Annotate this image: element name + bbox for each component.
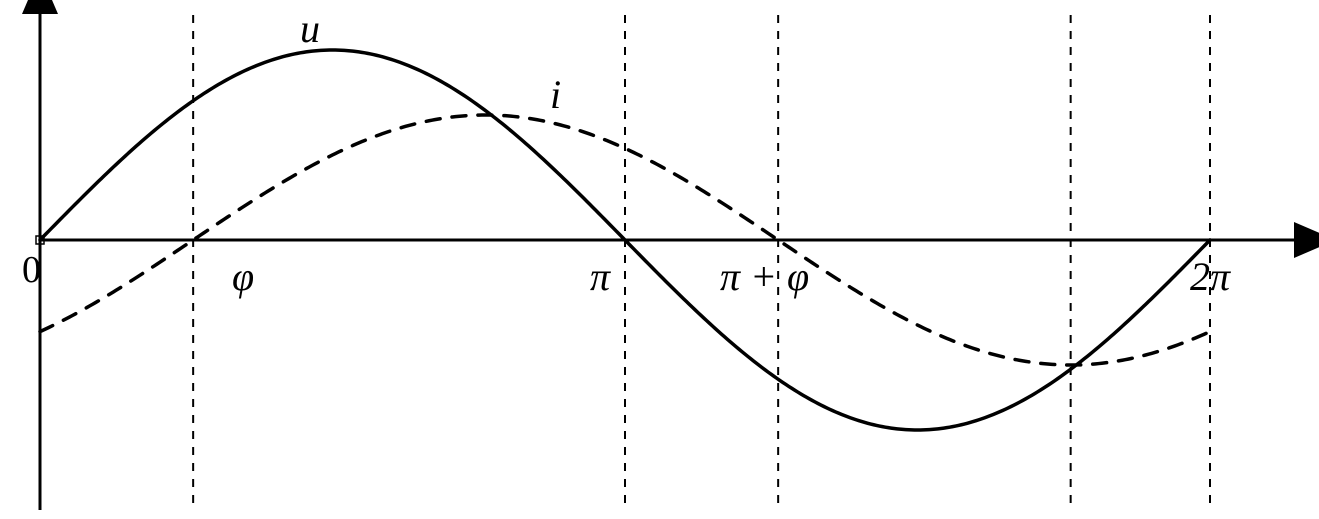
phase-shift-sinusoid-chart: u i 0 φ π π + φ 2π — [0, 0, 1319, 519]
tick-label: 2π — [1190, 254, 1231, 299]
tick-label: π — [590, 254, 611, 299]
tick-label: π + φ — [720, 254, 809, 299]
tick-label: φ — [232, 254, 254, 299]
labels: 0 φ π π + φ 2π — [22, 249, 1231, 299]
axes — [36, 8, 1300, 510]
gridlines — [193, 15, 1210, 505]
tick-label: 0 — [22, 249, 41, 291]
series-label-u: u — [300, 6, 320, 51]
series-label-i: i — [550, 72, 561, 117]
